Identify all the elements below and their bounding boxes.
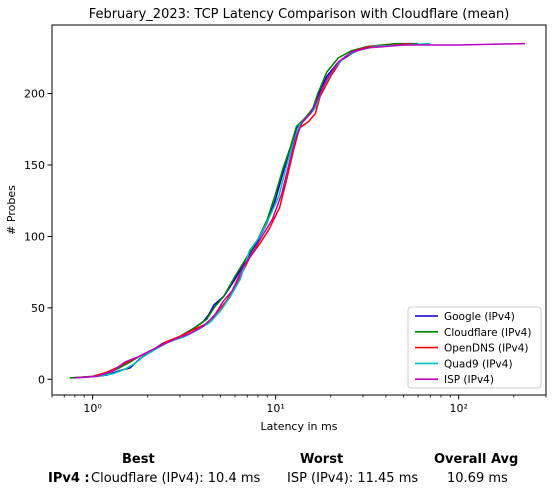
stats-row-label: IPv4 : bbox=[48, 471, 90, 486]
y-tick-label: 100 bbox=[24, 230, 45, 243]
y-tick-label: 200 bbox=[24, 88, 45, 101]
stats-best-value: Cloudflare (IPv4): 10.4 ms bbox=[91, 471, 261, 486]
stats-header-worst: Worst bbox=[300, 452, 344, 467]
legend-label: Cloudflare (IPv4) bbox=[444, 327, 531, 339]
legend-label: Google (IPv4) bbox=[444, 311, 515, 323]
x-tick-label: 10¹ bbox=[266, 402, 284, 415]
legend-label: ISP (IPv4) bbox=[444, 374, 494, 386]
y-tick-label: 0 bbox=[38, 373, 45, 386]
series-layer bbox=[69, 42, 525, 379]
y-tick-label: 150 bbox=[24, 159, 45, 172]
legend-box bbox=[407, 306, 542, 389]
legend: Google (IPv4) Cloudflare (IPv4) OpenDNS (I… bbox=[407, 306, 542, 389]
stats-worst-value: ISP (IPv4): 11.45 ms bbox=[287, 471, 419, 486]
legend-items: Google (IPv4) Cloudflare (IPv4) OpenDNS (I… bbox=[415, 311, 531, 386]
stats-header-best: Best bbox=[122, 452, 155, 467]
x-tick-label: 10⁰ bbox=[83, 402, 102, 415]
x-axis-label: Latency in ms bbox=[261, 420, 338, 433]
plot-frame bbox=[51, 24, 547, 396]
chart-title: February_2023: TCP Latency Comparison wi… bbox=[89, 7, 510, 22]
stats-header-avg: Overall Avg bbox=[434, 452, 519, 467]
series-line-4 bbox=[74, 42, 525, 379]
latency-chart: February_2023: TCP Latency Comparison wi… bbox=[5, 7, 547, 433]
axis-layer: 10⁰ 10¹ 10² 0 50 100 150 200 bbox=[24, 88, 547, 415]
legend-label: OpenDNS (IPv4) bbox=[444, 343, 529, 355]
stats-avg-value: 10.69 ms bbox=[447, 471, 508, 486]
x-tick-label: 10² bbox=[449, 402, 467, 415]
legend-label: Quad9 (IPv4) bbox=[444, 358, 513, 370]
y-axis-label: # Probes bbox=[5, 185, 18, 235]
y-tick-label: 50 bbox=[31, 302, 45, 315]
